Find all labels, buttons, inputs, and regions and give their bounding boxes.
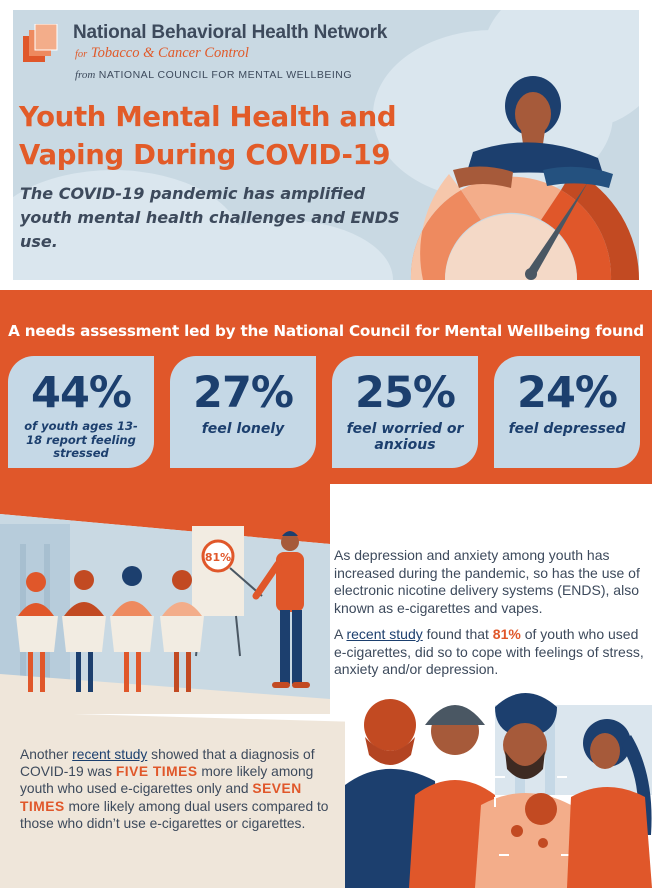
page-subtitle: The COVID-19 pandemic has amplified yout…: [20, 184, 400, 251]
stat-label: feel lonely: [201, 421, 285, 437]
stat-label: of youth ages 13-18 report feeling stres…: [24, 419, 138, 460]
youth-group-illustration: [345, 685, 652, 888]
p3-highlight-five-times: FIVE TIMES: [115, 764, 198, 780]
p2-post: of youth who used e-cigarettes, did so t…: [334, 626, 644, 677]
stress-gauge-illustration: [410, 76, 639, 280]
network-logo-icon: [23, 24, 58, 62]
org-from: from NATIONAL COUNCIL FOR MENTAL WELLBEI…: [75, 69, 352, 81]
org-from-prefix: from: [75, 69, 96, 81]
stats-band: A needs assessment led by the National C…: [0, 290, 652, 484]
stat-card-depressed: 24% feel depressed: [494, 356, 640, 468]
audience-group: [16, 566, 204, 692]
p2-mid: found that: [426, 626, 489, 642]
stat-label: feel depressed: [508, 421, 626, 437]
org-name: National Behavioral Health Network: [73, 22, 388, 43]
stat-card-lonely: 27% feel lonely: [170, 356, 316, 468]
p3-part-c: more likely among dual users compared to…: [20, 798, 329, 831]
p3-part-b: more likely among youth who used e-cigar…: [20, 764, 314, 797]
page-title: Youth Mental Health and Vaping During CO…: [19, 98, 439, 174]
stats-heading: A needs assessment led by the National C…: [8, 322, 644, 340]
title-line-2: Vaping During COVID-19: [19, 139, 391, 171]
p2-prefix: A: [334, 626, 343, 642]
classroom-illustration: 81%: [0, 484, 330, 714]
title-line-1: Youth Mental Health and: [19, 101, 397, 133]
stat-label: feel worried or anxious: [346, 421, 464, 453]
recent-study-link[interactable]: recent study: [346, 626, 423, 642]
p3-highlight-seven-times: SEVEN TIMES: [20, 781, 302, 814]
stat-card-anxious: 25% feel worried or anxious: [332, 356, 478, 468]
p2-highlight: 81%: [492, 626, 521, 642]
recent-study-paragraph: A recent study found that 81% of youth w…: [334, 626, 644, 679]
stat-value: 24%: [517, 368, 618, 418]
covid-diagnosis-paragraph: Another recent study showed that a diagn…: [20, 746, 340, 832]
p3-prefix: Another: [20, 747, 69, 762]
stat-value: 25%: [355, 368, 456, 418]
stat-card-stressed: 44% of youth ages 13-18 report feeling s…: [8, 356, 154, 468]
vaping-increase-paragraph: As depression and anxiety among youth ha…: [334, 547, 640, 616]
stat-value: 27%: [193, 368, 294, 418]
org-subtitle-prefix: for: [75, 49, 88, 60]
org-subtitle: for Tobacco & Cancer Control: [75, 45, 249, 62]
org-subtitle-text: Tobacco & Cancer Control: [90, 45, 249, 61]
org-from-text: NATIONAL COUNCIL FOR MENTAL WELLBEING: [98, 69, 353, 81]
board-value: 81%: [205, 551, 231, 564]
recent-study-link-2[interactable]: recent study: [72, 747, 148, 762]
p3-part-a: showed that a diagnosis of COVID-19 was: [20, 747, 315, 780]
stat-value: 44%: [31, 368, 132, 418]
hero-section: National Behavioral Health Network for T…: [13, 10, 639, 280]
